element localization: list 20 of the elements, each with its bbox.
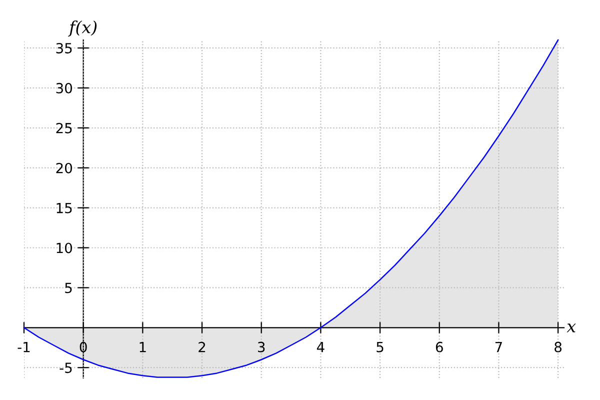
y-tick-label: 30 <box>56 82 72 94</box>
x-tick-label: 3 <box>258 342 265 352</box>
x-tick-label: -1 <box>18 342 30 352</box>
x-axis-title: x <box>566 324 576 332</box>
y-tick-label: 20 <box>56 162 72 174</box>
x-tick-label: 4 <box>316 342 324 352</box>
x-tick-label: 5 <box>376 342 384 352</box>
x-tick-label: 0 <box>80 342 87 352</box>
y-tick-label: 25 <box>56 122 72 134</box>
x-tick-label: 2 <box>198 342 206 352</box>
y-tick-label: -5 <box>60 362 72 374</box>
x-tick-label: 8 <box>554 342 562 352</box>
y-tick-label: 10 <box>56 242 72 254</box>
y-tick-label: 35 <box>56 42 72 54</box>
y-axis-title: f(x) <box>68 20 97 37</box>
x-tick-label: 6 <box>436 342 443 352</box>
x-tick-label: 7 <box>495 342 502 352</box>
y-tick-label: 15 <box>56 202 72 214</box>
x-tick-label: 1 <box>140 342 146 352</box>
y-tick-label: 5 <box>65 282 72 294</box>
